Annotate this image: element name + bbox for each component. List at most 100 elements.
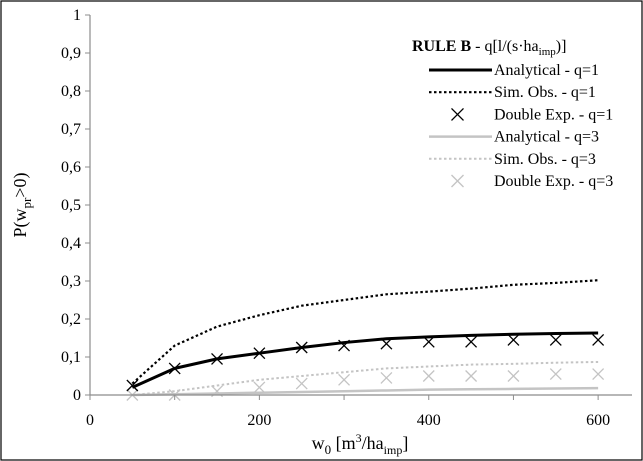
y-tick-label: 0,6 <box>61 159 81 176</box>
marker-double-exp-q-1 <box>592 333 605 346</box>
legend-entry: Sim. Obs. - q=1 <box>429 84 596 101</box>
legend-label: Analytical - q=3 <box>494 129 599 146</box>
legend-entry: Double Exp. - q=3 <box>451 173 613 190</box>
marker-double-exp-q-3-stroke-b <box>422 370 435 382</box>
legend-title-end: )] <box>556 38 567 55</box>
legend-entry: Double Exp. - q=1 <box>451 106 613 123</box>
marker-double-exp-q-3 <box>592 368 605 381</box>
marker-double-exp-q-1 <box>168 362 181 375</box>
legend-title: RULE B - q[l/(s·haimp)] <box>412 38 566 58</box>
x-axis-title-main: w <box>312 433 325 453</box>
legend-entries: Analytical - q=1 Sim. Obs. - q=1 Double Ex… <box>429 62 613 190</box>
marker-double-exp-q-1 <box>126 379 139 392</box>
x-axis-title-sub: 0 <box>325 442 332 457</box>
x-axis-title-post: ] <box>402 433 408 453</box>
marker-double-exp-q-3 <box>295 377 308 390</box>
marker-double-exp-q-1 <box>211 352 223 365</box>
x-axis-title-sup: 3 <box>356 431 362 445</box>
marker-double-exp-q-1 <box>380 337 393 350</box>
marker-double-exp-q-1-stroke-b <box>168 362 181 375</box>
y-tick-label: 0 <box>73 387 81 404</box>
legend: RULE B - q[l/(s·haimp)] Analytical - q=1… <box>412 38 613 190</box>
marker-double-exp-q-1 <box>549 333 562 346</box>
y-axis-title: P(wpr>0) <box>10 172 34 237</box>
series-line-analytical-q-1 <box>131 331 599 389</box>
x-tick-label: 200 <box>247 412 271 429</box>
legend-symbol-double-exp-q-1 <box>451 107 464 121</box>
x-tick-label: 0 <box>86 412 94 429</box>
marker-double-exp-q-3 <box>338 373 351 386</box>
legend-title-rest: - q[l/(s·ha <box>471 38 539 55</box>
y-tick-label: 0,2 <box>61 311 81 328</box>
marker-double-exp-q-3-stroke-b <box>549 368 562 381</box>
legend-symbol-double-exp-q-3 <box>451 174 464 188</box>
marker-double-exp-q-3 <box>422 370 435 382</box>
marker-double-exp-q-1-stroke-b <box>295 341 308 354</box>
marker-double-exp-q-1 <box>465 335 478 348</box>
y-tick-label: 0,9 <box>61 45 81 62</box>
marker-double-exp-q-1-stroke-b <box>126 379 139 392</box>
x-axis-title-mid: /ha <box>362 433 384 453</box>
marker-double-exp-q-3-stroke-b <box>253 381 266 394</box>
legend-title-bold: RULE B <box>412 38 471 55</box>
marker-double-exp-q-3-stroke-b <box>380 371 393 384</box>
legend-entry: Analytical - q=1 <box>429 62 599 79</box>
y-axis-title-sub: pr <box>19 197 34 209</box>
marker-double-exp-q-3 <box>549 368 562 381</box>
marker-double-exp-q-3 <box>253 381 266 394</box>
marker-double-exp-q-3-stroke-b <box>592 368 605 381</box>
marker-double-exp-q-1-stroke-b <box>211 352 223 365</box>
legend-title-sub: imp <box>539 46 557 58</box>
legend-label: Double Exp. - q=1 <box>494 106 613 123</box>
legend-entry: Analytical - q=3 <box>429 129 599 146</box>
y-axis-title-main: P(w <box>10 208 31 237</box>
y-tick-label: 1 <box>73 7 81 24</box>
x-axis-title: w0 [m3/haimp] <box>312 431 409 457</box>
marker-double-exp-q-3-stroke-b <box>338 373 351 386</box>
y-tick-label: 0,4 <box>61 235 81 252</box>
x-axis-title-pre: [m <box>331 433 356 453</box>
y-tick-label: 0,8 <box>61 83 81 100</box>
series-line-analytical-q-3 <box>132 386 599 397</box>
x-tick-label: 600 <box>586 412 610 429</box>
legend-label: Analytical - q=1 <box>494 62 599 79</box>
marker-double-exp-q-1 <box>507 333 520 346</box>
marker-double-exp-q-1-stroke-b <box>465 335 478 348</box>
x-tick-label: 400 <box>417 412 441 429</box>
legend-entry: Sim. Obs. - q=3 <box>429 151 596 168</box>
marker-double-exp-q-1 <box>422 335 435 348</box>
legend-label: Sim. Obs. - q=3 <box>494 151 596 168</box>
legend-symbol-double-exp-q-1-stroke-b <box>451 107 464 121</box>
marker-double-exp-q-1 <box>295 341 308 354</box>
plot-area <box>126 279 605 401</box>
marker-double-exp-q-3-stroke-b <box>295 377 308 390</box>
marker-double-exp-q-1-stroke-b <box>507 333 520 346</box>
marker-double-exp-q-1-stroke-b <box>592 333 605 346</box>
marker-double-exp-q-1-stroke-b <box>338 339 351 352</box>
marker-double-exp-q-1-stroke-b <box>422 335 435 348</box>
marker-double-exp-q-3-stroke-b <box>507 370 520 382</box>
marker-double-exp-q-1 <box>338 339 351 352</box>
y-axis-title-post: >0) <box>10 172 31 197</box>
legend-label: Sim. Obs. - q=1 <box>494 84 596 101</box>
marker-double-exp-q-3 <box>465 370 478 382</box>
marker-double-exp-q-1 <box>253 347 266 360</box>
x-axis-title-sub2: imp <box>384 443 403 457</box>
legend-label: Double Exp. - q=3 <box>494 173 613 190</box>
marker-double-exp-q-1-stroke-b <box>380 337 393 350</box>
y-tick-label: 0,1 <box>61 349 81 366</box>
legend-symbol-double-exp-q-3-stroke-b <box>451 174 464 188</box>
axes: 0 0,1 0,2 0,3 0,4 0,5 0,6 0,7 0,8 0,9 1 0 200 400 600 <box>61 7 632 429</box>
y-tick-label: 0,7 <box>61 121 81 138</box>
y-tick-label: 0,3 <box>61 273 81 290</box>
marker-double-exp-q-3-stroke-b <box>465 370 478 382</box>
marker-double-exp-q-3 <box>507 370 520 382</box>
series-line-sim-obs-q-1 <box>131 279 599 385</box>
y-tick-label: 0,5 <box>61 197 81 214</box>
marker-double-exp-q-3 <box>380 371 393 384</box>
marker-double-exp-q-1-stroke-b <box>253 347 266 360</box>
marker-double-exp-q-1-stroke-b <box>549 333 562 346</box>
